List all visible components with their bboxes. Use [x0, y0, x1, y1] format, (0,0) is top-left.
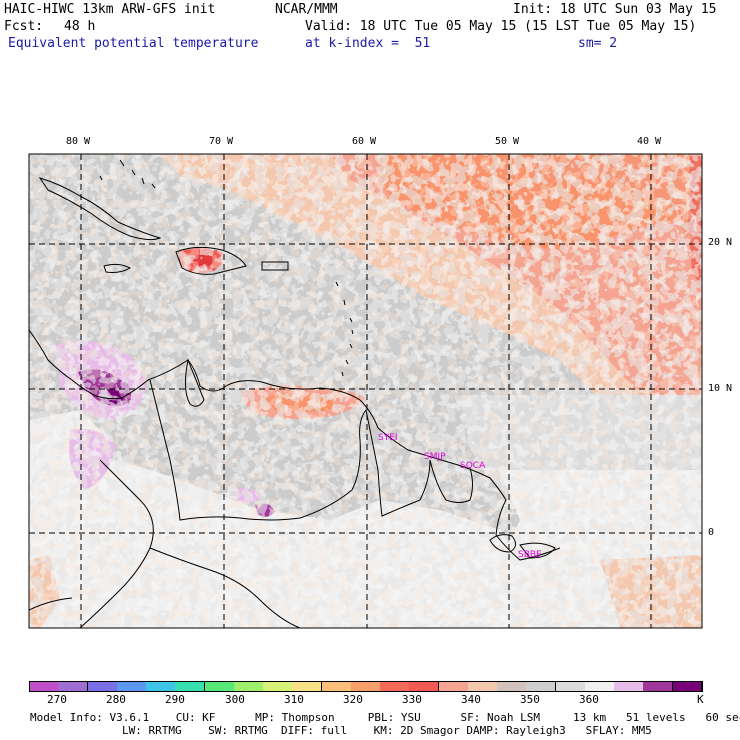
valid-time: Valid: 18 UTC Tue 05 May 15 (15 LST Tue … — [305, 19, 697, 34]
model-info: Model Info: V3.6.1 CU: KF MP: Thompson P… — [30, 711, 740, 724]
level-label: at k-index = 51 — [305, 36, 431, 51]
lon-label-50w: 50 W — [495, 136, 520, 147]
field-shading — [29, 154, 702, 628]
colorbar-label-320: 320 — [343, 693, 363, 706]
lat-lon-grid — [29, 154, 702, 628]
station-soca: SOCA — [460, 461, 486, 471]
org-label: NCAR/MMM — [275, 2, 338, 17]
lon-label-80w: 80 W — [66, 136, 91, 147]
smoothing-label: sm= 2 — [578, 36, 618, 51]
colorbar-unit: K — [697, 693, 704, 706]
colorbar-label-350: 350 — [520, 693, 540, 706]
colorbar-swatch — [672, 681, 703, 692]
lat-label-10n: 10 N — [708, 383, 733, 394]
map-frame — [28, 153, 703, 629]
lon-label-70w: 70 W — [209, 136, 234, 147]
station-smjp: SMJP — [424, 452, 446, 462]
init-time: Init: 18 UTC Sun 03 May 15 — [513, 2, 717, 17]
colorbar-label-300: 300 — [225, 693, 245, 706]
field-name: Equivalent potential temperature — [8, 36, 259, 51]
colorbar-label-340: 340 — [461, 693, 481, 706]
station-sbbe: SBBE — [518, 550, 542, 560]
colorbar-frame — [29, 681, 702, 692]
forecast-label: Fcst: — [4, 19, 44, 34]
colorbar-label-280: 280 — [106, 693, 126, 706]
coastlines — [29, 159, 561, 628]
lon-label-40w: 40 W — [637, 136, 662, 147]
physics-info: LW: RRTMG SW: RRTMG DIFF: full KM: 2D Sm… — [122, 724, 652, 737]
forecast-hour: 48 h — [64, 19, 96, 34]
colorbar-label-270: 270 — [47, 693, 67, 706]
colorbar-label-330: 330 — [402, 693, 422, 706]
colorbar-label-360: 360 — [579, 693, 599, 706]
model-title: HAIC-HIWC 13km ARW-GFS init — [4, 2, 216, 17]
colorbar-label-310: 310 — [284, 693, 304, 706]
lat-label-0: 0 — [708, 527, 715, 538]
lat-label-20n: 20 N — [708, 237, 733, 248]
station-syei: SYEI — [378, 433, 398, 443]
colorbar-label-290: 290 — [165, 693, 185, 706]
lon-label-60w: 60 W — [352, 136, 377, 147]
